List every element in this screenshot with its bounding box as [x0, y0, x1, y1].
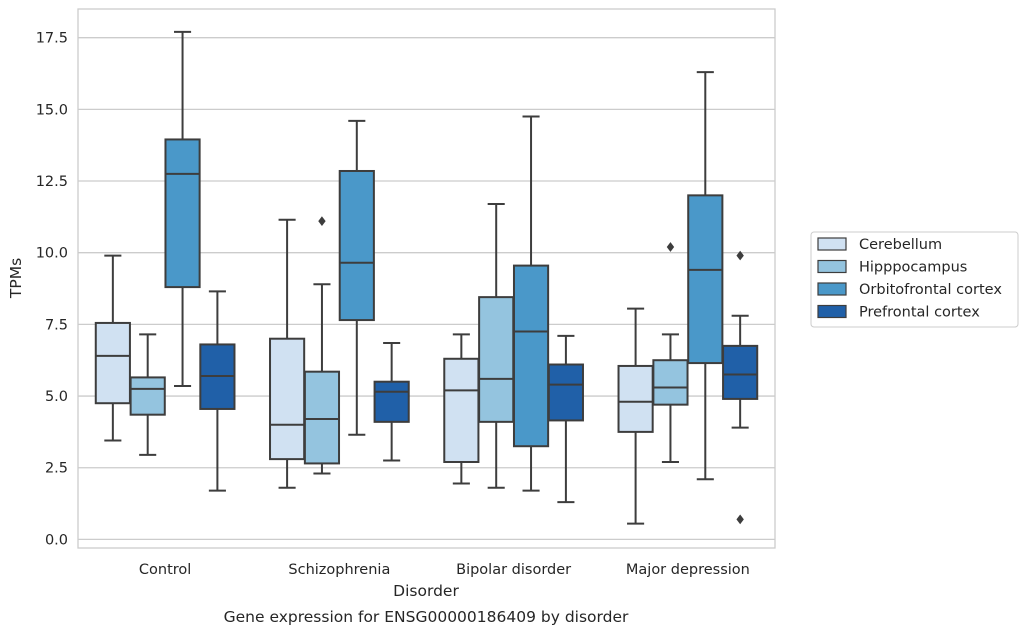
- y-axis-ticks: 0.0 2.5 5.0 7.5 10.0 12.5 15.0 17.5: [36, 31, 68, 549]
- plot-area-frame: [77, 8, 776, 549]
- iqr-box: [478, 296, 515, 423]
- iqr-box: [512, 264, 550, 448]
- outlier-point: [736, 250, 744, 261]
- iqr-box: [443, 357, 480, 463]
- box: [687, 71, 724, 481]
- box: [617, 307, 654, 525]
- y-tick-label: 7.5: [45, 317, 68, 333]
- box: [269, 218, 306, 489]
- outlier-point: [736, 514, 744, 525]
- legend-swatch: [817, 304, 847, 319]
- y-tick-label: 12.5: [36, 174, 68, 190]
- iqr-box: [129, 376, 166, 416]
- iqr-box: [303, 370, 341, 465]
- x-tick-label: Major depression: [626, 562, 750, 578]
- box: [722, 250, 759, 525]
- y-tick-label: 17.5: [36, 31, 68, 47]
- legend-label: Orbitofrontal cortex: [859, 282, 1002, 298]
- box-plots: [94, 30, 759, 525]
- iqr-box: [94, 321, 131, 405]
- box: [373, 342, 410, 462]
- legend-frame: [810, 231, 1019, 328]
- iqr-box: [722, 344, 759, 400]
- legend-label: Prefrontal cortex: [859, 305, 980, 321]
- iqr-box: [687, 194, 724, 365]
- box: [338, 119, 375, 436]
- outlier-point: [666, 242, 675, 252]
- iqr-box: [617, 364, 654, 433]
- legend-swatch: [817, 282, 847, 296]
- x-tick-label: Control: [139, 562, 191, 578]
- iqr-box: [269, 337, 306, 461]
- y-tick-label: 15.0: [36, 102, 68, 118]
- box: [129, 333, 166, 456]
- legend-swatch: [817, 237, 847, 251]
- iqr-box: [373, 380, 410, 423]
- box: [512, 115, 550, 492]
- iqr-box: [164, 138, 201, 289]
- iqr-box: [547, 363, 584, 422]
- legend-swatch: [817, 259, 847, 274]
- outlier-point: [318, 216, 326, 227]
- chart-caption: Gene expression for ENSG00000186409 by d…: [224, 608, 629, 626]
- x-axis-title: Disorder: [393, 582, 459, 600]
- legend-label: Cerebellum: [859, 237, 942, 253]
- x-tick-label: Schizophrenia: [288, 562, 390, 578]
- legend-label: Hipppocampus: [859, 260, 967, 276]
- y-tick-label: 5.0: [45, 389, 68, 405]
- y-axis-title: TPMs: [7, 258, 25, 299]
- iqr-box: [652, 359, 689, 406]
- box: [94, 254, 131, 442]
- box: [443, 333, 480, 485]
- y-tick-label: 2.5: [45, 461, 68, 477]
- y-tick-label: 10.0: [36, 246, 68, 262]
- x-tick-label: Bipolar disorder: [456, 562, 571, 578]
- box: [652, 242, 689, 463]
- x-axis-ticks: Control Schizophrenia Bipolar disorder Majo…: [139, 562, 750, 578]
- box: [199, 290, 236, 492]
- iqr-box: [338, 169, 375, 322]
- box: [164, 30, 201, 388]
- box: [303, 216, 341, 475]
- box: [478, 202, 515, 489]
- y-tick-label: 0.0: [45, 532, 68, 548]
- box: [547, 334, 584, 504]
- legend: Cerebellum Hipppocampus Orbitofrontal cort…: [810, 231, 1019, 328]
